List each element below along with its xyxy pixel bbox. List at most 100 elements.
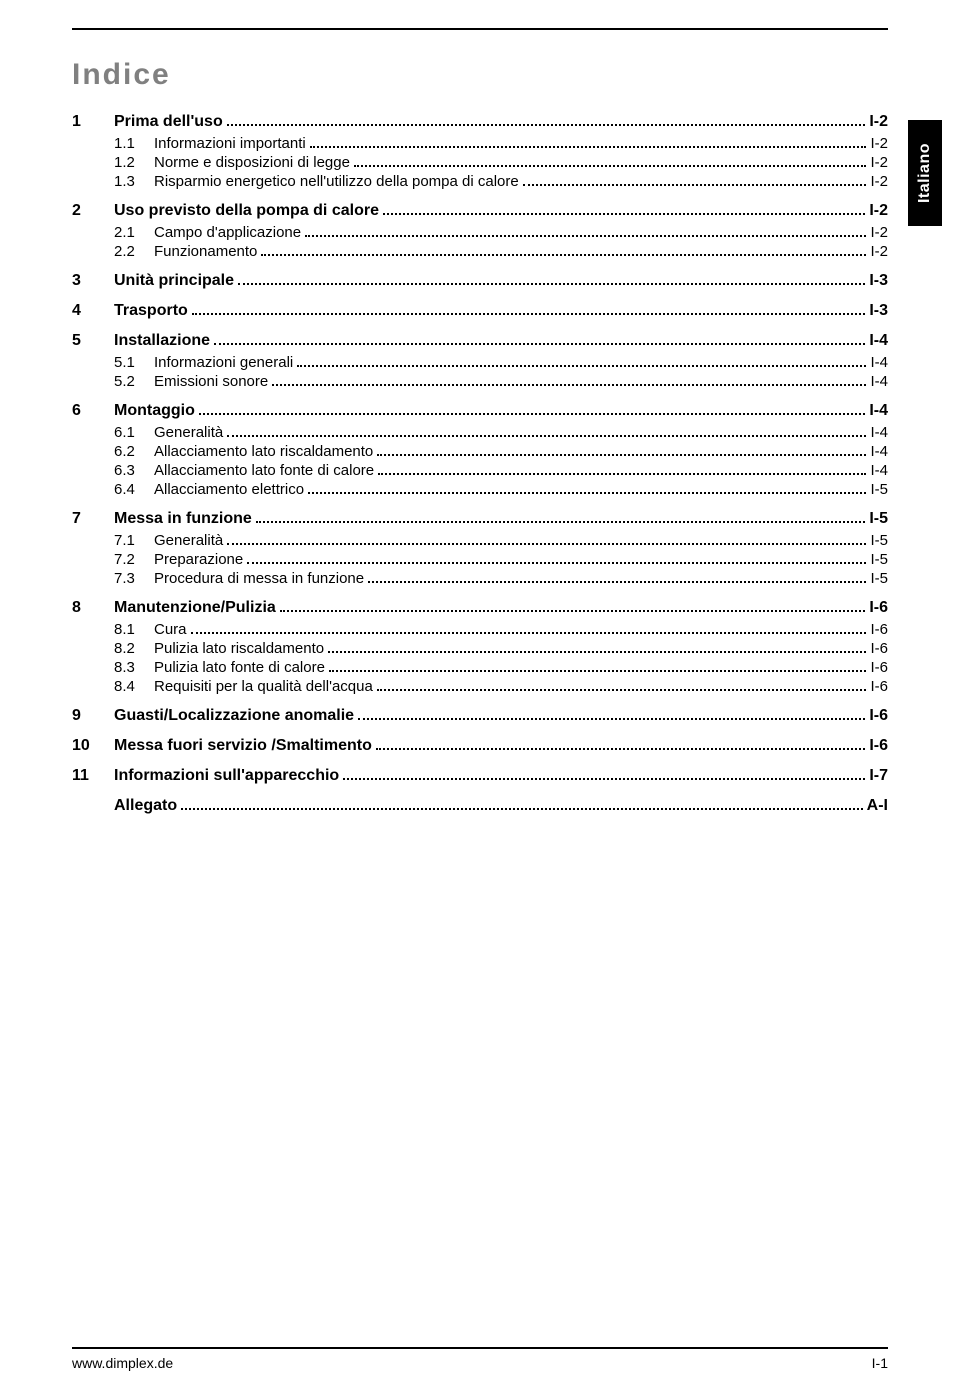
toc-entry-page: I-4 xyxy=(870,425,888,440)
toc-leader xyxy=(308,486,866,494)
top-rule xyxy=(72,28,888,30)
toc-leader xyxy=(227,429,866,437)
toc-entry-l2: 8.1Cura I-6 xyxy=(72,622,888,637)
toc-entry-page: I-2 xyxy=(870,174,888,189)
toc-entry-page: I-2 xyxy=(869,114,888,130)
toc-entry-label: Procedura di messa in funzione xyxy=(154,571,364,586)
toc-entry-page: I-4 xyxy=(870,444,888,459)
toc-entry-label: Pulizia lato riscaldamento xyxy=(154,641,324,656)
toc-entry-page: I-2 xyxy=(870,225,888,240)
toc-entry-page: I-4 xyxy=(870,463,888,478)
toc-leader xyxy=(310,140,867,148)
toc-entry-label: Pulizia lato fonte di calore xyxy=(154,660,325,675)
footer-url: www.dimplex.de xyxy=(72,1355,173,1371)
toc-entry-page: I-6 xyxy=(870,641,888,656)
toc-entry-number: 6.1 xyxy=(114,425,154,440)
toc-entry-page: I-3 xyxy=(869,273,888,289)
toc-entry-number: 7 xyxy=(72,511,114,527)
toc-entry-l2: 5.2Emissioni sonore I-4 xyxy=(72,374,888,389)
toc-entry-label: Generalità xyxy=(154,533,223,548)
language-tab-label: Italiano xyxy=(916,143,934,203)
toc-entry-l2: 2.1Campo d'applicazione I-2 xyxy=(72,225,888,240)
toc-entry-page: I-6 xyxy=(869,600,888,616)
toc-entry-number: 6 xyxy=(72,403,114,419)
toc-entry-l2: 6.1Generalità I-4 xyxy=(72,425,888,440)
toc-entry-l2: 1.3Risparmio energetico nell'utilizzo de… xyxy=(72,174,888,189)
toc-leader xyxy=(247,556,866,564)
toc-entry-number: 1.3 xyxy=(114,174,154,189)
toc-entry-page: A-I xyxy=(867,798,888,814)
toc-leader xyxy=(297,359,866,367)
toc-entry-page: I-6 xyxy=(870,622,888,637)
toc-entry-number: 10 xyxy=(72,738,114,754)
toc-entry-label: Cura xyxy=(154,622,187,637)
toc-entry-l1: 10Messa fuori servizio /Smaltimento I-6 xyxy=(72,738,888,754)
toc-leader xyxy=(280,603,866,612)
toc-leader xyxy=(378,467,866,475)
toc-entry-l1: 8Manutenzione/Pulizia I-6 xyxy=(72,600,888,616)
toc-leader xyxy=(181,801,863,810)
toc-entry-label: Messa fuori servizio /Smaltimento xyxy=(114,738,372,754)
toc-leader xyxy=(238,276,865,285)
toc-entry-page: I-2 xyxy=(870,136,888,151)
toc-entry-l1: 4Trasporto I-3 xyxy=(72,303,888,319)
toc-entry-l2: 6.3Allacciamento lato fonte di calore I-… xyxy=(72,463,888,478)
toc-entry-number: 2.1 xyxy=(114,225,154,240)
toc-entry-number: 8.1 xyxy=(114,622,154,637)
toc-entry-number: 8.4 xyxy=(114,679,154,694)
toc-leader xyxy=(227,117,866,126)
page: Indice Italiano 1Prima dell'uso I-2 1.1In… xyxy=(0,0,960,1397)
toc-entry-label: Prima dell'uso xyxy=(114,114,223,130)
toc-entry-page: I-6 xyxy=(870,660,888,675)
toc-entry-label: Trasporto xyxy=(114,303,188,319)
toc-entry-label: Generalità xyxy=(154,425,223,440)
toc-entry-page: I-2 xyxy=(870,155,888,170)
toc-entry-label: Manutenzione/Pulizia xyxy=(114,600,276,616)
toc-entry-number: 1.2 xyxy=(114,155,154,170)
toc-leader xyxy=(376,741,865,750)
toc-entry-label: Montaggio xyxy=(114,403,195,419)
toc-entry-page: I-6 xyxy=(869,708,888,724)
toc-entry-l2: 7.3Procedura di messa in funzione I-5 xyxy=(72,571,888,586)
toc-leader xyxy=(191,626,867,634)
toc-entry-label: Allacciamento lato riscaldamento xyxy=(154,444,373,459)
toc-entry-l2: 1.1Informazioni importanti I-2 xyxy=(72,136,888,151)
toc-entry-l1: 2Uso previsto della pompa di calore I-2 xyxy=(72,203,888,219)
toc-entry-label: Installazione xyxy=(114,333,210,349)
language-tab: Italiano xyxy=(908,120,942,226)
toc-leader xyxy=(272,378,866,386)
toc-entry-number: 4 xyxy=(72,303,114,319)
toc-entry-page: I-5 xyxy=(870,571,888,586)
toc-leader xyxy=(523,178,867,186)
toc-entry-l2: 6.4Allacciamento elettrico I-5 xyxy=(72,482,888,497)
toc-entry-number: 8.3 xyxy=(114,660,154,675)
toc-entry-l1: 1Prima dell'uso I-2 xyxy=(72,114,888,130)
toc-entry-number: 2.2 xyxy=(114,244,154,259)
toc-leader xyxy=(305,229,866,237)
toc-entry-label: Allegato xyxy=(114,798,177,814)
toc-entry-l2: 6.2Allacciamento lato riscaldamento I-4 xyxy=(72,444,888,459)
toc-entry-page: I-3 xyxy=(869,303,888,319)
page-title: Indice xyxy=(72,58,888,92)
toc-entry-number: 11 xyxy=(72,768,114,784)
toc-entry-label: Requisiti per la qualità dell'acqua xyxy=(154,679,373,694)
toc-entry-l2: 5.1Informazioni generali I-4 xyxy=(72,355,888,370)
toc-entry-label: Informazioni generali xyxy=(154,355,293,370)
toc-entry-l2: 8.3Pulizia lato fonte di calore I-6 xyxy=(72,660,888,675)
toc-entry-number: 7.1 xyxy=(114,533,154,548)
toc-entry-l2: 7.2Preparazione I-5 xyxy=(72,552,888,567)
toc-entry-l1: 9Guasti/Localizzazione anomalie I-6 xyxy=(72,708,888,724)
toc-entry-label: Informazioni sull'apparecchio xyxy=(114,768,339,784)
toc-entry-label: Informazioni importanti xyxy=(154,136,306,151)
toc-leader xyxy=(329,664,867,672)
toc-entry-page: I-4 xyxy=(869,403,888,419)
toc-entry-l1: Allegato A-I xyxy=(72,798,888,814)
toc-leader xyxy=(227,537,866,545)
toc-entry-label: Risparmio energetico nell'utilizzo della… xyxy=(154,174,519,189)
table-of-contents: 1Prima dell'uso I-2 1.1Informazioni impor… xyxy=(72,114,888,814)
toc-entry-label: Emissioni sonore xyxy=(154,374,268,389)
toc-entry-number: 3 xyxy=(72,273,114,289)
toc-entry-page: I-6 xyxy=(869,738,888,754)
toc-entry-number: 5 xyxy=(72,333,114,349)
toc-leader xyxy=(354,159,867,167)
